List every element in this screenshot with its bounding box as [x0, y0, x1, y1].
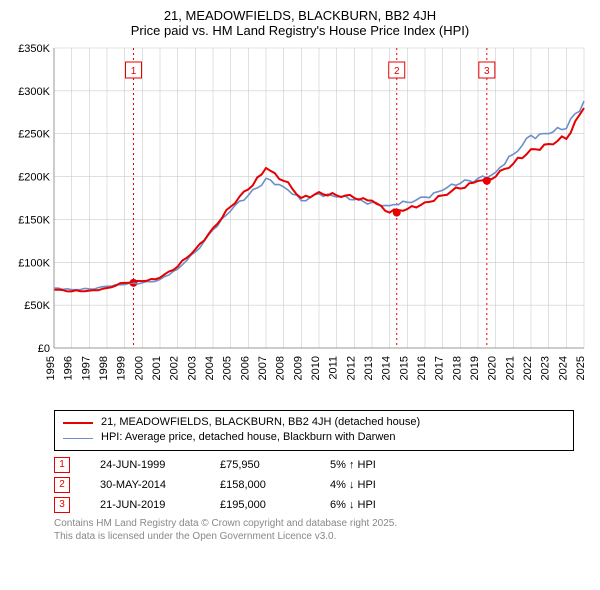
event-row: 3 21-JUN-2019 £195,000 6% ↓ HPI — [54, 497, 590, 513]
x-axis-label: 2018 — [451, 356, 463, 380]
event-row: 2 30-MAY-2014 £158,000 4% ↓ HPI — [54, 477, 590, 493]
legend-item: 21, MEADOWFIELDS, BLACKBURN, BB2 4JH (de… — [63, 415, 565, 430]
legend-item: HPI: Average price, detached house, Blac… — [63, 430, 565, 445]
x-axis-label: 2017 — [434, 356, 446, 380]
x-axis-label: 2011 — [328, 356, 340, 380]
event-badge: 1 — [54, 457, 70, 473]
legend-swatch — [63, 438, 93, 439]
legend-label: 21, MEADOWFIELDS, BLACKBURN, BB2 4JH (de… — [101, 415, 420, 430]
x-axis-label: 2001 — [151, 356, 163, 380]
event-badge: 2 — [54, 477, 70, 493]
y-axis-label: £200K — [18, 172, 50, 184]
chart-title-line1: 21, MEADOWFIELDS, BLACKBURN, BB2 4JH — [10, 8, 590, 23]
footer-line1: Contains HM Land Registry data © Crown c… — [54, 517, 590, 530]
y-axis-label: £100K — [18, 257, 50, 269]
x-axis-label: 2014 — [381, 356, 393, 380]
x-axis-label: 2002 — [169, 356, 181, 380]
event-price: £75,950 — [220, 459, 300, 471]
attribution-footer: Contains HM Land Registry data © Crown c… — [54, 517, 590, 543]
x-axis-label: 1999 — [116, 356, 128, 380]
x-axis-label: 2012 — [345, 356, 357, 380]
x-axis-label: 2008 — [275, 356, 287, 380]
y-axis-label: £250K — [18, 129, 50, 141]
x-axis-label: 2020 — [487, 356, 499, 380]
x-axis-label: 2007 — [257, 356, 269, 380]
event-price: £158,000 — [220, 479, 300, 491]
footer-line2: This data is licensed under the Open Gov… — [54, 530, 590, 543]
event-diff: 5% ↑ HPI — [330, 459, 450, 471]
x-axis-label: 2003 — [186, 356, 198, 380]
x-axis-label: 2004 — [204, 356, 216, 380]
x-axis-label: 2000 — [133, 356, 145, 380]
x-axis-label: 2006 — [239, 356, 251, 380]
legend-label: HPI: Average price, detached house, Blac… — [101, 430, 396, 445]
event-date: 30-MAY-2014 — [100, 479, 190, 491]
x-axis-label: 2019 — [469, 356, 481, 380]
event-marker-number: 3 — [484, 66, 490, 77]
y-axis-label: £0 — [38, 343, 50, 355]
event-marker-number: 2 — [394, 66, 400, 77]
legend: 21, MEADOWFIELDS, BLACKBURN, BB2 4JH (de… — [54, 410, 574, 451]
y-axis-label: £150K — [18, 214, 50, 226]
event-marker-number: 1 — [131, 66, 137, 77]
y-axis-label: £350K — [18, 44, 50, 55]
x-axis-label: 2013 — [363, 356, 375, 380]
x-axis-label: 1997 — [80, 356, 92, 380]
event-price: £195,000 — [220, 499, 300, 511]
y-axis-label: £50K — [24, 300, 50, 312]
x-axis-label: 1998 — [98, 356, 110, 380]
x-axis-label: 2010 — [310, 356, 322, 380]
x-axis-label: 2005 — [222, 356, 234, 380]
x-axis-label: 2022 — [522, 356, 534, 380]
event-row: 1 24-JUN-1999 £75,950 5% ↑ HPI — [54, 457, 590, 473]
chart-container: 21, MEADOWFIELDS, BLACKBURN, BB2 4JH Pri… — [0, 0, 600, 590]
x-axis-label: 2024 — [557, 356, 569, 380]
x-axis-label: 2023 — [540, 356, 552, 380]
x-axis-label: 1996 — [63, 356, 75, 380]
y-axis-label: £300K — [18, 86, 50, 98]
chart-area: £0 £50K £100K £150K £200K £250K £300K £350K 1995… — [10, 44, 590, 404]
event-badge: 3 — [54, 497, 70, 513]
x-axis-label: 2021 — [504, 356, 516, 380]
legend-swatch — [63, 422, 93, 424]
x-axis-label: 2015 — [398, 356, 410, 380]
x-axis-label: 2016 — [416, 356, 428, 380]
chart-title-line2: Price paid vs. HM Land Registry's House … — [10, 23, 590, 38]
event-diff: 4% ↓ HPI — [330, 479, 450, 491]
event-diff: 6% ↓ HPI — [330, 499, 450, 511]
x-axis-label: 2009 — [292, 356, 304, 380]
events-table: 1 24-JUN-1999 £75,950 5% ↑ HPI 2 30-MAY-2014 £… — [54, 457, 590, 513]
event-date: 24-JUN-1999 — [100, 459, 190, 471]
line-chart-svg: £0 £50K £100K £150K £200K £250K £300K £350K 1995… — [10, 44, 590, 404]
x-axis-label: 1995 — [45, 356, 57, 380]
event-date: 21-JUN-2019 — [100, 499, 190, 511]
x-axis-label: 2025 — [575, 356, 587, 380]
